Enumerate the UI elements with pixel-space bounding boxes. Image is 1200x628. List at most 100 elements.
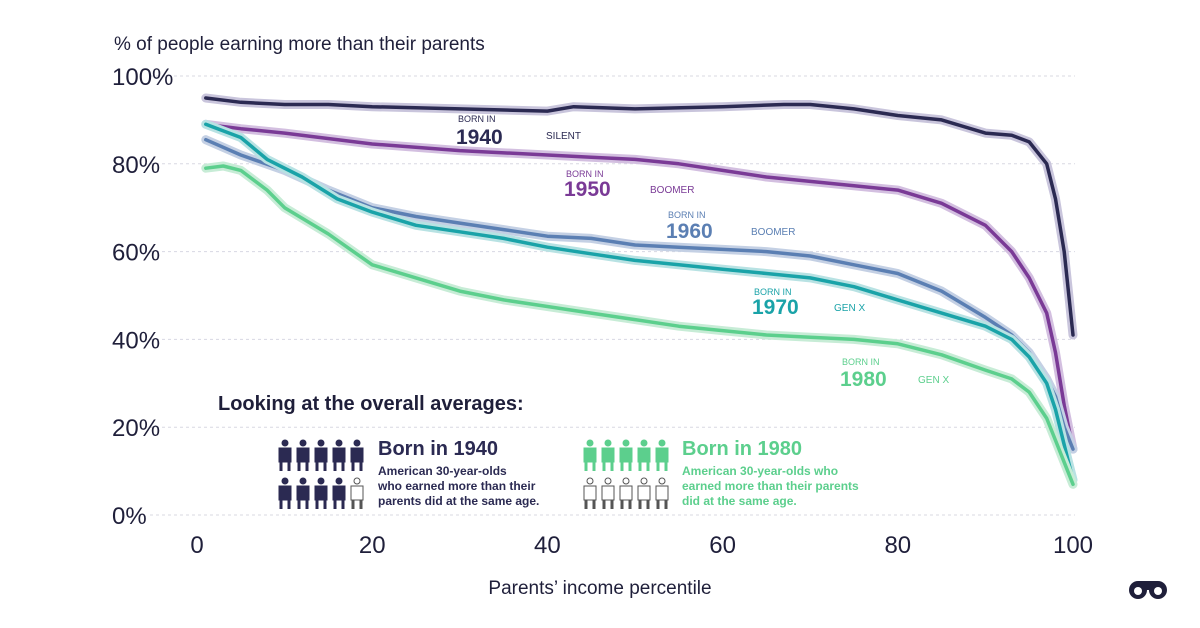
average-1980-title: Born in 1980: [682, 438, 803, 460]
person-legs: [315, 462, 327, 471]
y-axis-title: % of people earning more than their pare…: [114, 34, 485, 55]
person-head: [586, 477, 594, 485]
x-tick-label: 20: [359, 532, 386, 559]
person-head: [353, 439, 361, 447]
person-legs: [602, 462, 614, 471]
person-body: [350, 485, 364, 501]
series-label-tag-1940: SILENT: [546, 131, 581, 142]
series-line-1940: [204, 96, 1075, 337]
series-label-tag-1960: BOOMER: [751, 227, 795, 238]
person-icon: [332, 439, 346, 471]
series-label-tag-1970: GEN X: [834, 303, 865, 314]
person-head: [604, 439, 612, 447]
series-label-year-1940: 1940: [456, 126, 503, 149]
person-icon: [278, 439, 292, 471]
series-layer: [201, 93, 1078, 489]
person-body: [655, 447, 669, 463]
person-legs: [351, 462, 363, 471]
series-halo-1980: [201, 161, 1078, 489]
series-halo-1940: [201, 93, 1078, 340]
series-label-tag-1950: BOOMER: [650, 185, 694, 196]
person-head: [622, 439, 630, 447]
person-icon: [655, 439, 669, 471]
person-icon: [619, 439, 633, 471]
person-body: [296, 447, 310, 463]
person-head: [353, 477, 361, 485]
person-legs: [351, 500, 363, 509]
person-head: [335, 439, 343, 447]
person-head: [640, 439, 648, 447]
y-tick-label: 0%: [112, 503, 147, 530]
tick-layer: 0% 20% 40% 60% 80% 100% 0 20 40 60 80 100: [112, 64, 1093, 559]
y-tick-label: 100%: [112, 64, 173, 91]
person-body: [601, 485, 615, 501]
person-body: [332, 485, 346, 501]
series-halo-1970: [201, 119, 1078, 485]
person-legs: [315, 500, 327, 509]
person-icon: [350, 477, 364, 509]
person-legs: [333, 500, 345, 509]
person-body: [296, 485, 310, 501]
person-head: [658, 477, 666, 485]
series-line-1970: [204, 122, 1075, 482]
binoculars-icon: [1129, 581, 1167, 599]
person-icon: [296, 439, 310, 471]
person-legs: [620, 462, 632, 471]
x-tick-label: 0: [190, 532, 203, 559]
x-tick-label: 40: [534, 532, 561, 559]
person-head: [622, 477, 630, 485]
series-label-born-1950: BORN IN: [566, 169, 604, 179]
person-body: [601, 447, 615, 463]
person-body: [637, 485, 651, 501]
person-head: [299, 439, 307, 447]
person-icon: [583, 439, 597, 471]
y-tick-label: 60%: [112, 240, 160, 267]
person-head: [586, 439, 594, 447]
y-tick-label: 40%: [112, 327, 160, 354]
person-icon: [637, 439, 651, 471]
series-label-born-1980: BORN IN: [842, 357, 880, 367]
person-head: [335, 477, 343, 485]
x-tick-label: 100: [1053, 532, 1093, 559]
series-label-year-1980: 1980: [840, 368, 887, 391]
person-icon: [601, 439, 615, 471]
person-head: [640, 477, 648, 485]
series-label-tag-1980: GEN X: [918, 375, 949, 386]
average-1940-title: Born in 1940: [378, 438, 499, 460]
person-icon: [332, 477, 346, 509]
person-icon: [583, 477, 597, 509]
person-body: [314, 485, 328, 501]
person-legs: [656, 500, 668, 509]
y-tick-label: 80%: [112, 152, 160, 179]
person-head: [604, 477, 612, 485]
person-head: [658, 439, 666, 447]
person-legs: [584, 500, 596, 509]
person-icon: [637, 477, 651, 509]
person-head: [281, 477, 289, 485]
person-icon: [601, 477, 615, 509]
series-line-1980: [204, 164, 1075, 487]
x-tick-label: 80: [884, 532, 911, 559]
series-label-year-1960: 1960: [666, 220, 713, 243]
person-head: [299, 477, 307, 485]
averages-heading: Looking at the overall averages:: [218, 393, 524, 415]
person-head: [317, 477, 325, 485]
person-legs: [279, 500, 291, 509]
person-body: [314, 447, 328, 463]
person-legs: [297, 462, 309, 471]
person-body: [278, 447, 292, 463]
person-body: [655, 485, 669, 501]
person-body: [619, 447, 633, 463]
person-icon: [350, 439, 364, 471]
person-icon: [314, 477, 328, 509]
person-body: [583, 447, 597, 463]
person-body: [332, 447, 346, 463]
series-label-born-1940: BORN IN: [458, 114, 496, 124]
grid-layer: [150, 75, 1075, 516]
person-body: [278, 485, 292, 501]
person-legs: [297, 500, 309, 509]
person-body: [619, 485, 633, 501]
x-tick-label: 60: [709, 532, 736, 559]
average-1940-description: American 30-year-olds who earned more th…: [378, 464, 540, 508]
